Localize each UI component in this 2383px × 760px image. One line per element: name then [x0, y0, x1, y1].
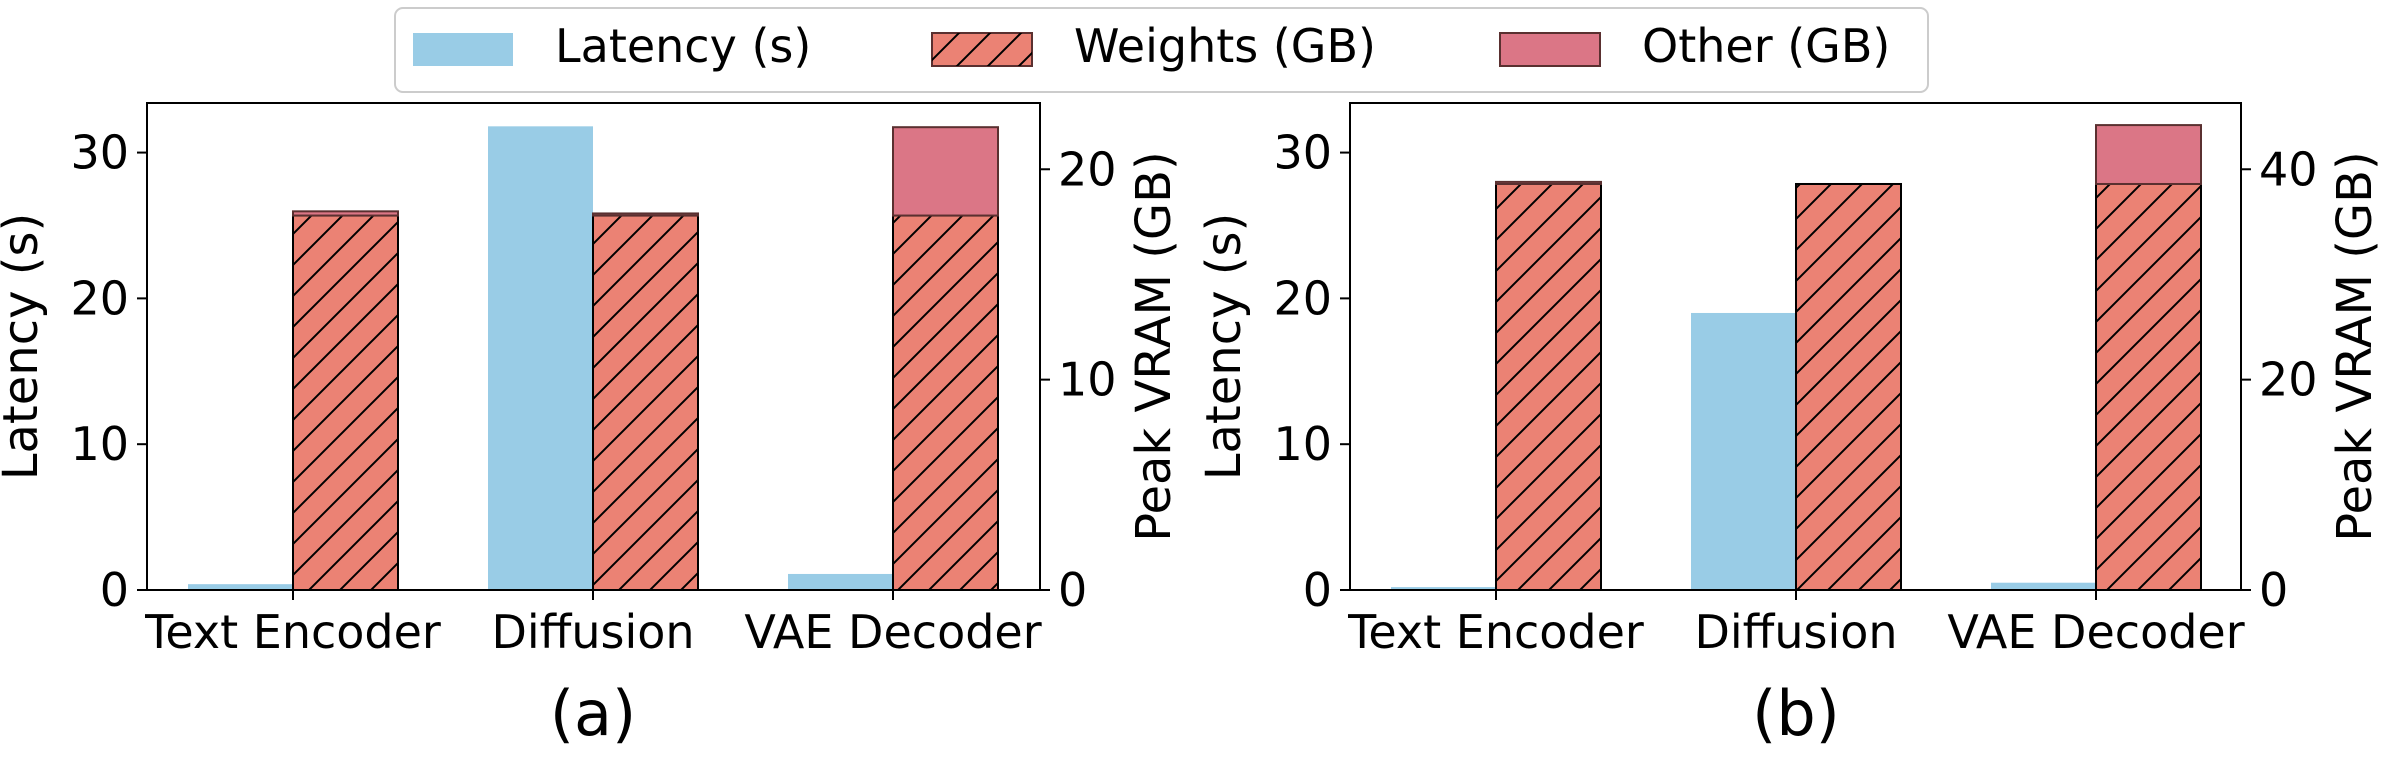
legend-frame: [394, 7, 1929, 93]
right-tick-label-0: 0: [1058, 563, 1087, 617]
legend: Latency (s) Weights (GB) Other (GB): [394, 7, 1929, 93]
plot-frame: [1349, 102, 2242, 591]
x-tick-label-diffusion: Diffusion: [1694, 605, 1897, 659]
bar-other-vae-decoder: [2095, 124, 2202, 185]
x-tick-label-vae-decoder: VAE Decoder: [1947, 605, 2244, 659]
legend-swatch-other-gb: [1499, 32, 1601, 67]
bar-latency-diffusion: [1691, 312, 1796, 590]
legend-label-latency-s: Latency (s): [555, 19, 811, 73]
bar-latency-text-encoder: [188, 584, 293, 590]
left-tick-label-10: 10: [1273, 417, 1332, 471]
right-tick-label-40: 40: [2259, 142, 2318, 196]
bar-weights-hatch-text-encoder: [1495, 182, 1602, 591]
bar-latency-vae-decoder: [1991, 582, 2096, 590]
left-tick-label-30: 30: [1273, 126, 1332, 180]
bar-other-text-encoder: [1495, 180, 1602, 185]
bar-latency-diffusion: [488, 126, 593, 590]
bar-weights-hatch-text-encoder: [292, 214, 399, 591]
legend-swatch-latency-s: [413, 33, 513, 66]
bar-weights-hatch-diffusion: [592, 214, 699, 591]
right-axis-label: Peak VRAM (GB): [2327, 151, 2383, 542]
legend-label-other-gb: Other (GB): [1642, 19, 1890, 73]
left-tick-label-30: 30: [70, 126, 129, 180]
bar-weights-hatch-diffusion: [1795, 182, 1902, 591]
x-tick-label-text-encoder: Text Encoder: [1347, 605, 1644, 659]
x-tick-label-diffusion: Diffusion: [491, 605, 694, 659]
right-tick-label-10: 10: [1058, 353, 1117, 407]
panel-caption: (b): [1752, 677, 1840, 750]
left-tick-label-10: 10: [70, 417, 129, 471]
panel-a: Text Encoder Diffusion VAE Decoder 0 10 20 30 0…: [0, 102, 1182, 750]
left-axis-label: Latency (s): [1196, 213, 1252, 480]
right-tick-label-0: 0: [2259, 563, 2288, 617]
bar-other-vae-decoder: [892, 126, 999, 217]
left-tick-label-20: 20: [1273, 271, 1332, 325]
left-tick-label-20: 20: [70, 271, 129, 325]
panel-caption: (a): [550, 677, 636, 750]
right-tick-label-20: 20: [2259, 353, 2318, 407]
x-tick-label-text-encoder: Text Encoder: [144, 605, 441, 659]
bar-other-text-encoder: [292, 210, 399, 217]
panel-b: Text Encoder Diffusion VAE Decoder 0 10 20 30 0…: [1196, 102, 2383, 750]
legend-hatch-weights-gb: [932, 33, 1032, 66]
right-axis-label: Peak VRAM (GB): [1126, 151, 1182, 542]
left-tick-label-0: 0: [100, 563, 129, 617]
right-tick-label-20: 20: [1058, 142, 1117, 196]
legend-label-weights-gb: Weights (GB): [1074, 19, 1376, 73]
x-tick-label-vae-decoder: VAE Decoder: [744, 605, 1041, 659]
plot-frame: [146, 102, 1041, 591]
bar-latency-vae-decoder: [788, 573, 893, 590]
bar-other-diffusion: [592, 212, 699, 217]
bar-weights-hatch-vae-decoder: [892, 214, 999, 591]
left-tick-label-0: 0: [1303, 563, 1332, 617]
bar-latency-text-encoder: [1391, 587, 1496, 590]
bar-weights-hatch-vae-decoder: [2095, 182, 2202, 591]
left-axis-label: Latency (s): [0, 213, 49, 480]
